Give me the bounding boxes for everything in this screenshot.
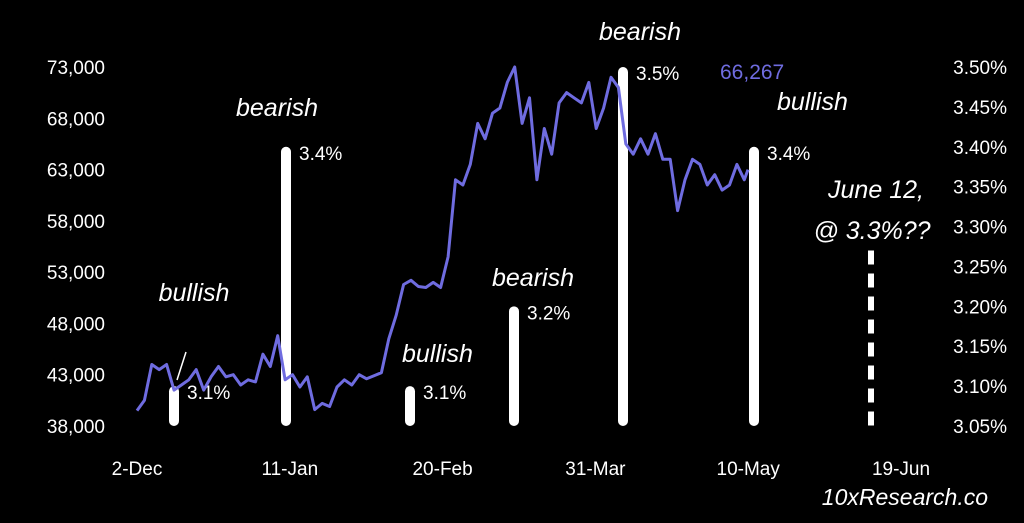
- last-price-label: 66,267: [720, 61, 784, 84]
- x-tick-label: 19-Jun: [872, 459, 930, 480]
- sentiment-label: bullish: [777, 88, 848, 116]
- right-tick-label: 3.15%: [953, 337, 1007, 358]
- left-tick-label: 73,000: [47, 58, 105, 79]
- rate-bar: [509, 306, 519, 426]
- right-tick-label: 3.35%: [953, 178, 1007, 199]
- right-tick-label: 3.30%: [953, 218, 1007, 239]
- right-tick-label: 3.05%: [953, 417, 1007, 438]
- right-tick-label: 3.20%: [953, 297, 1007, 318]
- right-tick-label: 3.45%: [953, 98, 1007, 119]
- left-tick-label: 63,000: [47, 161, 105, 182]
- sentiment-label: bullish: [402, 340, 473, 368]
- left-axis-ticks: 38,000 43,000 48,000 53,000 58,000 63,000 68,0…: [47, 58, 105, 438]
- right-tick-label: 3.50%: [953, 58, 1007, 79]
- sentiment-label: bearish: [599, 18, 681, 46]
- x-axis-ticks: 2-Dec 11-Jan 20-Feb 31-Mar 10-May 19-Jun: [112, 459, 930, 480]
- x-tick-label: 31-Mar: [565, 459, 626, 480]
- x-tick-label: 10-May: [717, 459, 781, 480]
- right-tick-label: 3.25%: [953, 257, 1007, 278]
- label-pointer: [176, 351, 187, 381]
- right-axis-ticks: 3.05% 3.10% 3.15% 3.20% 3.25% 3.30% 3.35% 3.40%…: [953, 58, 1007, 438]
- rate-bar-value-label: 3.4%: [767, 144, 810, 165]
- x-tick-label: 20-Feb: [412, 459, 472, 480]
- rate-bar: [405, 386, 415, 426]
- sentiment-label: bullish: [159, 279, 230, 307]
- rate-bars: [169, 67, 874, 426]
- x-tick-label: 11-Jan: [261, 459, 318, 480]
- left-tick-label: 48,000: [47, 314, 105, 335]
- left-tick-label: 38,000: [47, 417, 105, 438]
- sentiment-label: bearish: [236, 94, 318, 122]
- left-tick-label: 53,000: [47, 263, 105, 284]
- right-tick-label: 3.10%: [953, 377, 1007, 398]
- left-tick-label: 68,000: [47, 109, 105, 130]
- rate-bar: [169, 386, 179, 426]
- rate-bar-value-label: 3.5%: [636, 64, 679, 85]
- source-label: 10xResearch.co: [822, 484, 988, 510]
- left-tick-label: 43,000: [47, 366, 105, 387]
- price-line-group: [135, 65, 750, 412]
- x-tick-label: 2-Dec: [112, 459, 163, 480]
- price-line: [135, 65, 750, 412]
- rate-bar: [618, 67, 628, 426]
- rate-bar-labels: 3.1% bullish 3.4% bearish 3.1% bullish 3.2% bea…: [159, 18, 848, 404]
- projection-label-date: June 12,: [827, 176, 924, 204]
- rate-bar: [749, 146, 759, 426]
- projection-label-rate: @ 3.3%??: [813, 217, 930, 245]
- rate-bar-value-label: 3.1%: [423, 383, 466, 404]
- right-tick-label: 3.40%: [953, 138, 1007, 159]
- rate-bar-value-label: 3.1%: [187, 383, 230, 404]
- rate-bar-value-label: 3.2%: [527, 303, 570, 324]
- rate-bar-value-label: 3.4%: [299, 144, 342, 165]
- left-tick-label: 58,000: [47, 212, 105, 233]
- sentiment-label: bearish: [492, 264, 574, 292]
- rate-bar: [281, 146, 291, 426]
